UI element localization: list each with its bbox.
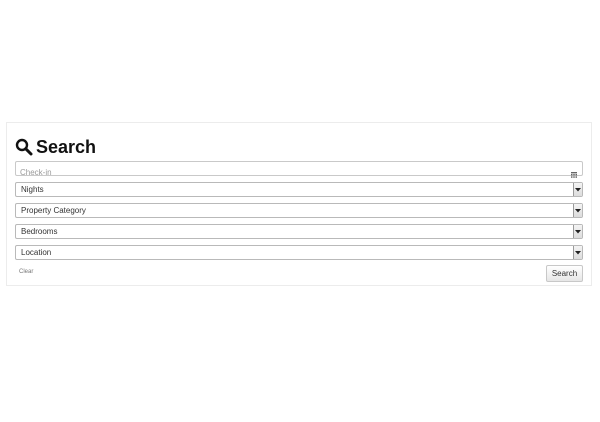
- chevron-down-icon[interactable]: [573, 246, 582, 259]
- clear-link[interactable]: Clear: [19, 269, 34, 275]
- location-select[interactable]: Location: [15, 245, 583, 260]
- chevron-down-icon[interactable]: [573, 225, 582, 238]
- search-icon: [15, 138, 33, 156]
- checkin-field[interactable]: [15, 161, 583, 179]
- nights-select[interactable]: Nights: [15, 182, 583, 197]
- search-panel: Search Nights Property Category Be: [6, 122, 592, 286]
- calendar-icon[interactable]: [571, 165, 577, 178]
- bedrooms-select-label: Bedrooms: [21, 227, 58, 236]
- location-select-label: Location: [21, 248, 52, 257]
- chevron-down-icon[interactable]: [573, 204, 582, 217]
- checkin-input[interactable]: [16, 166, 560, 179]
- bedrooms-select[interactable]: Bedrooms: [15, 224, 583, 239]
- search-button[interactable]: Search: [546, 265, 583, 282]
- search-header: Search: [15, 135, 96, 159]
- page-title: Search: [36, 137, 97, 157]
- nights-select-label: Nights: [21, 185, 44, 194]
- property-category-select[interactable]: Property Category: [15, 203, 583, 218]
- chevron-down-icon[interactable]: [573, 183, 582, 196]
- property-category-select-label: Property Category: [21, 206, 86, 215]
